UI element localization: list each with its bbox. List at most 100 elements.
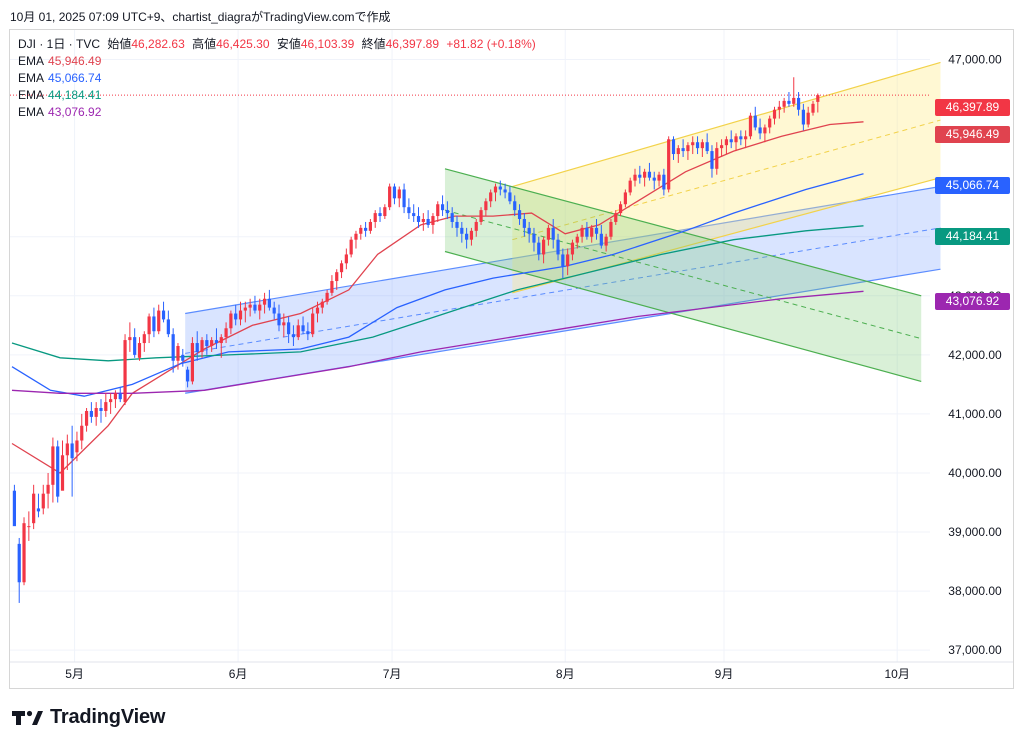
candle-body: [277, 313, 281, 326]
candle-body: [407, 207, 411, 214]
candle-body: [676, 148, 680, 155]
candle-body: [27, 526, 31, 528]
candle-body: [763, 127, 767, 134]
candle-body: [801, 109, 805, 125]
ema-tag-1: 45,946.49: [935, 126, 1010, 143]
y-axis-tick-label: 39,000.00: [948, 525, 1002, 539]
candle-body: [335, 272, 339, 282]
candle-body: [176, 346, 180, 361]
candle-body: [258, 304, 262, 311]
ema-row-4[interactable]: EMA 43,076.92: [18, 104, 536, 121]
ema-label: EMA: [18, 71, 45, 85]
candle-body: [479, 210, 483, 222]
candle-body: [200, 340, 204, 352]
candle-body: [618, 204, 623, 214]
candle-body: [758, 127, 762, 134]
candle-body: [445, 210, 449, 214]
candle-body: [705, 142, 709, 152]
candle-body: [580, 227, 584, 237]
ema-line-4: [11, 290, 864, 394]
candle-body: [368, 221, 373, 231]
blue-ascending-channel-mid-line: [185, 227, 941, 354]
candle-body: [205, 340, 209, 346]
candle-body: [710, 151, 714, 169]
candle-body: [359, 227, 363, 234]
candle-body: [575, 236, 579, 243]
candle-body: [599, 233, 603, 246]
candle-body: [311, 313, 315, 335]
candle-body: [657, 174, 661, 181]
candle-body: [748, 115, 753, 137]
candle-body: [248, 304, 252, 308]
candle-body: [744, 136, 748, 140]
candle-body: [513, 201, 517, 211]
candle-body: [541, 239, 546, 255]
x-axis-tick-label: 7月: [383, 667, 402, 681]
low-value: 46,103.39: [300, 37, 355, 51]
ema-row-3[interactable]: EMA 44,184.41: [18, 87, 536, 104]
candle-body: [643, 171, 647, 178]
candle-body: [133, 337, 137, 355]
candle-body: [70, 443, 74, 459]
candle-body: [498, 186, 502, 190]
candle-body: [210, 340, 214, 346]
candle-body: [397, 189, 401, 199]
candle-body: [128, 337, 132, 341]
candle-body: [56, 446, 60, 497]
candle-body: [354, 233, 358, 240]
candle-body: [667, 139, 671, 190]
ema-row-2[interactable]: EMA 45,066.74: [18, 70, 536, 87]
candle-body: [816, 95, 820, 102]
candle-body: [229, 313, 233, 329]
candle-body: [614, 213, 618, 222]
tradingview-logo-icon: [12, 710, 43, 725]
candle-body: [686, 145, 690, 152]
candle-body: [623, 192, 627, 205]
y-axis-tick-label: 42,000.00: [948, 348, 1002, 362]
y-axis-tick-label: 41,000.00: [948, 407, 1002, 421]
candle-body: [739, 136, 743, 140]
candle-body: [546, 227, 551, 240]
candle-body: [493, 186, 498, 193]
candle-body: [243, 307, 247, 311]
candle-body: [104, 402, 108, 411]
ema-row-1[interactable]: EMA 45,946.49: [18, 53, 536, 70]
yellow-ascending-channel-upper-line: [512, 61, 941, 188]
candle-body: [383, 207, 387, 217]
ema-line-3: [11, 225, 864, 362]
close-value: 46,397.89: [385, 37, 440, 51]
candle-body: [465, 233, 469, 240]
candle-body: [17, 543, 21, 583]
candle-body: [60, 455, 65, 491]
candle-body: [585, 227, 589, 237]
candle-body: [517, 210, 522, 220]
candle-body: [94, 408, 98, 417]
candle-body: [787, 100, 791, 104]
candle-body: [123, 340, 127, 403]
candle-body: [267, 298, 271, 308]
candle-body: [219, 337, 223, 344]
candle-body: [344, 254, 348, 264]
candle-body: [662, 174, 666, 190]
ema-value-4: 43,076.92: [48, 105, 102, 119]
candle-body: [412, 213, 416, 217]
candle-body: [811, 103, 815, 113]
candle-body: [522, 219, 526, 228]
footer-brand: TradingView: [12, 706, 165, 729]
symbol-label[interactable]: DJI · 1日 · TVC: [18, 37, 101, 51]
candle-body: [633, 174, 637, 181]
candle-body: [137, 343, 142, 358]
candle-body: [99, 408, 103, 411]
candle-body: [455, 221, 459, 228]
x-axis-tick-label: 10月: [885, 667, 910, 681]
candle-body: [594, 227, 599, 234]
candle-body: [320, 301, 324, 308]
candle-body: [325, 292, 329, 302]
candle-body: [157, 310, 161, 332]
candle-body: [719, 145, 724, 149]
green-descending-channel-upper-line: [444, 168, 922, 297]
candle-body: [681, 148, 685, 152]
candle-body: [566, 254, 570, 267]
ema-tag-2: 45,066.74: [935, 177, 1010, 194]
